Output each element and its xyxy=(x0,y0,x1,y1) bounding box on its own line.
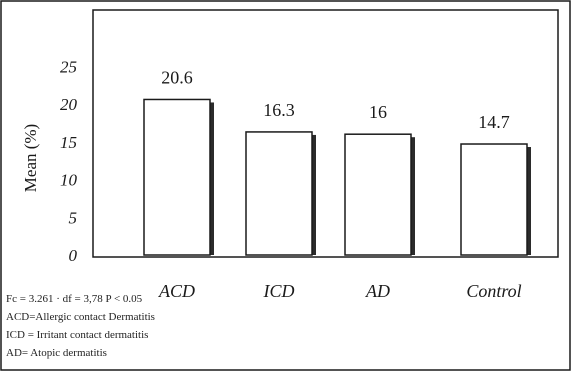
x-tick-label-icd: ICD xyxy=(263,281,295,301)
x-tick-label-ad: AD xyxy=(365,281,390,301)
bar-acd xyxy=(143,98,211,256)
x-axis-tick-labels: ACD ICD AD Control xyxy=(158,281,522,301)
footnote-ad: AD= Atopic dermatitis xyxy=(6,347,107,359)
value-label-icd: 16.3 xyxy=(263,100,295,120)
y-tick-label-0: 0 xyxy=(69,246,78,265)
plot-area-frame xyxy=(92,9,559,258)
bar-control xyxy=(460,143,528,256)
footnote-statistics: Fc = 3.261 · df = 3,78 P < 0.05 xyxy=(6,293,143,305)
value-labels: 20.6 16.3 16 14.7 xyxy=(161,67,510,132)
y-tick-label-5: 5 xyxy=(69,208,78,227)
x-tick-label-acd: ACD xyxy=(158,281,195,301)
y-tick-label-15: 15 xyxy=(60,133,77,152)
y-tick-label-20: 20 xyxy=(60,95,78,114)
bar-icd xyxy=(245,131,313,256)
value-label-acd: 20.6 xyxy=(161,67,193,87)
y-tick-label-25: 25 xyxy=(60,57,77,76)
bar-ad xyxy=(344,133,412,256)
bar-shadow-control xyxy=(527,147,531,255)
footnote-acd: ACD=Allergic contact Dermatitis xyxy=(6,311,155,323)
x-tick-label-control: Control xyxy=(466,281,521,301)
bars xyxy=(143,98,531,256)
value-label-control: 14.7 xyxy=(478,112,510,132)
y-tick-label-10: 10 xyxy=(60,171,78,190)
footnote-icd: ICD = Irritant contact dermatitis xyxy=(6,329,149,341)
value-label-ad: 16 xyxy=(369,102,387,122)
bar-shadow-ad xyxy=(411,137,415,255)
bar-shadow-acd xyxy=(210,102,214,255)
y-axis-ticks: 0 5 10 15 20 25 xyxy=(60,57,78,265)
bar-shadow-icd xyxy=(312,134,316,255)
y-axis-label: Mean (%) xyxy=(21,124,40,192)
